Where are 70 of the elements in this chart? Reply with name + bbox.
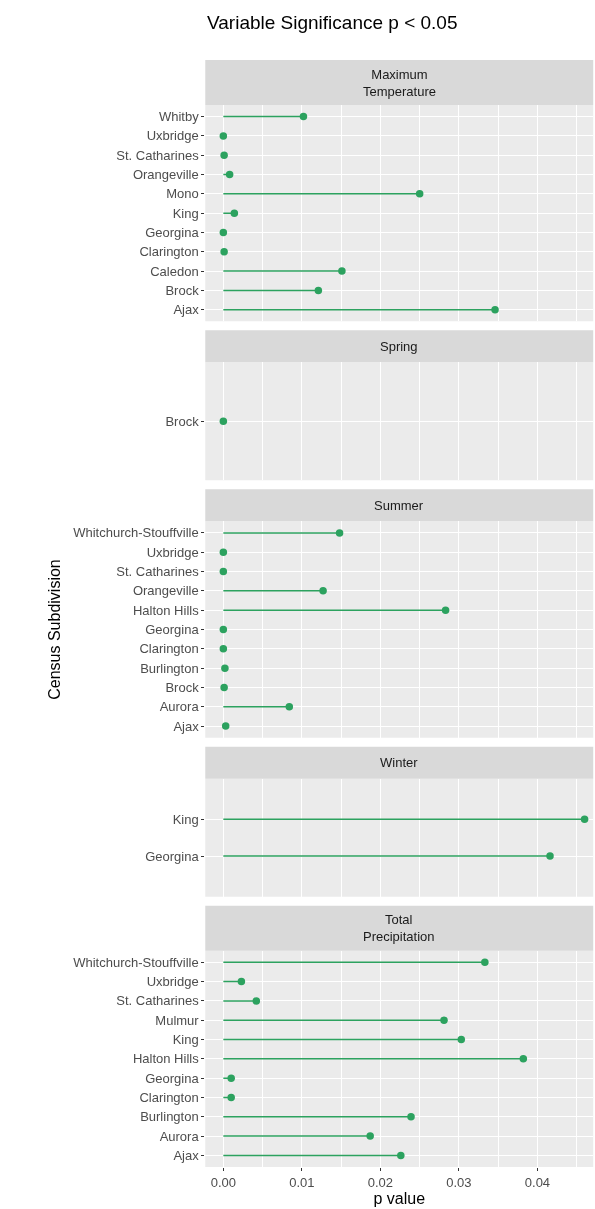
y-tick-label: Orangeville <box>132 583 199 599</box>
chart-title: Variable Significance p < 0.05 <box>207 12 458 33</box>
y-tick-label: Aurora <box>159 1128 200 1144</box>
point <box>338 267 346 275</box>
y-tick-label: Uxbridge <box>146 544 199 560</box>
y-tick-label: King <box>172 205 199 221</box>
y-tick-label: Ajax <box>173 718 200 734</box>
y-tick-label: Brock <box>165 679 200 695</box>
y-tick-label: Ajax <box>173 302 200 318</box>
chart-subtitle: Maximum Temperature <box>363 67 436 99</box>
y-tick-label: Georgina <box>145 622 200 638</box>
y-tick-label: Aurora <box>159 699 200 715</box>
point <box>285 703 294 711</box>
point <box>366 1132 374 1140</box>
point <box>397 1151 405 1160</box>
y-tick-label: Uxbridge <box>146 128 199 144</box>
point <box>230 209 239 217</box>
y-tick-label: Halton Hills <box>132 1051 200 1067</box>
y-tick-label: St. Catharines <box>116 993 200 1009</box>
x-tick-label: 0.00 <box>210 1174 236 1190</box>
x-tick-label: 0.03 <box>446 1174 472 1190</box>
point <box>441 606 450 614</box>
x-tick-label: 0.04 <box>524 1174 551 1190</box>
y-axis-title: Census Subdivision <box>46 559 64 700</box>
y-tick-label: Whitby <box>158 109 200 125</box>
y-tick-label: Clarington <box>139 641 199 657</box>
point <box>519 1055 528 1063</box>
y-tick-label: Whitchurch-Stouffville <box>73 525 199 541</box>
point <box>407 1113 415 1121</box>
y-tick-label: Georgina <box>145 848 200 864</box>
point <box>415 190 424 198</box>
point <box>481 958 489 966</box>
y-tick-label: Brock <box>165 282 200 298</box>
y-tick-label: St. Catharines <box>116 147 200 163</box>
x-axis-title: p value <box>373 1190 426 1208</box>
y-tick-label: King <box>172 811 199 827</box>
point <box>457 1035 466 1044</box>
y-tick-label: Georgina <box>145 1070 200 1086</box>
point <box>335 529 344 537</box>
y-tick-label: Clarington <box>139 1090 199 1106</box>
y-tick-label: Brock <box>165 413 200 429</box>
chart-subtitle: Spring <box>380 339 418 354</box>
chart-subtitle: Winter <box>380 755 419 770</box>
point <box>440 1016 448 1024</box>
point <box>252 997 261 1005</box>
y-tick-label: St. Catharines <box>116 564 200 580</box>
point <box>491 305 499 314</box>
y-tick-label: Ajax <box>173 1147 200 1163</box>
y-tick-label: Georgina <box>145 225 200 241</box>
y-tick-label: Mulmur <box>155 1012 200 1028</box>
y-tick-label: Halton Hills <box>132 602 200 618</box>
chart-subtitle: Total Precipitation <box>363 912 435 944</box>
y-tick-label: Caledon <box>150 263 199 279</box>
y-tick-label: Uxbridge <box>146 974 199 990</box>
point <box>314 286 323 295</box>
point <box>319 587 327 595</box>
y-tick-label: Clarington <box>139 244 199 260</box>
point <box>299 112 308 121</box>
chart-subtitle: Summer <box>374 498 424 513</box>
point <box>237 977 246 986</box>
x-tick-label: 0.02 <box>367 1174 394 1190</box>
y-tick-label: Orangeville <box>132 167 199 183</box>
y-tick-label: Whitchurch-Stouffville <box>73 954 199 970</box>
y-tick-label: Burlington <box>140 660 199 676</box>
y-tick-label: King <box>172 1032 199 1048</box>
x-tick-label: 0.01 <box>289 1174 315 1190</box>
y-tick-label: Mono <box>166 186 199 202</box>
y-tick-label: Burlington <box>140 1109 199 1125</box>
point <box>227 1074 235 1082</box>
point <box>227 1093 235 1102</box>
